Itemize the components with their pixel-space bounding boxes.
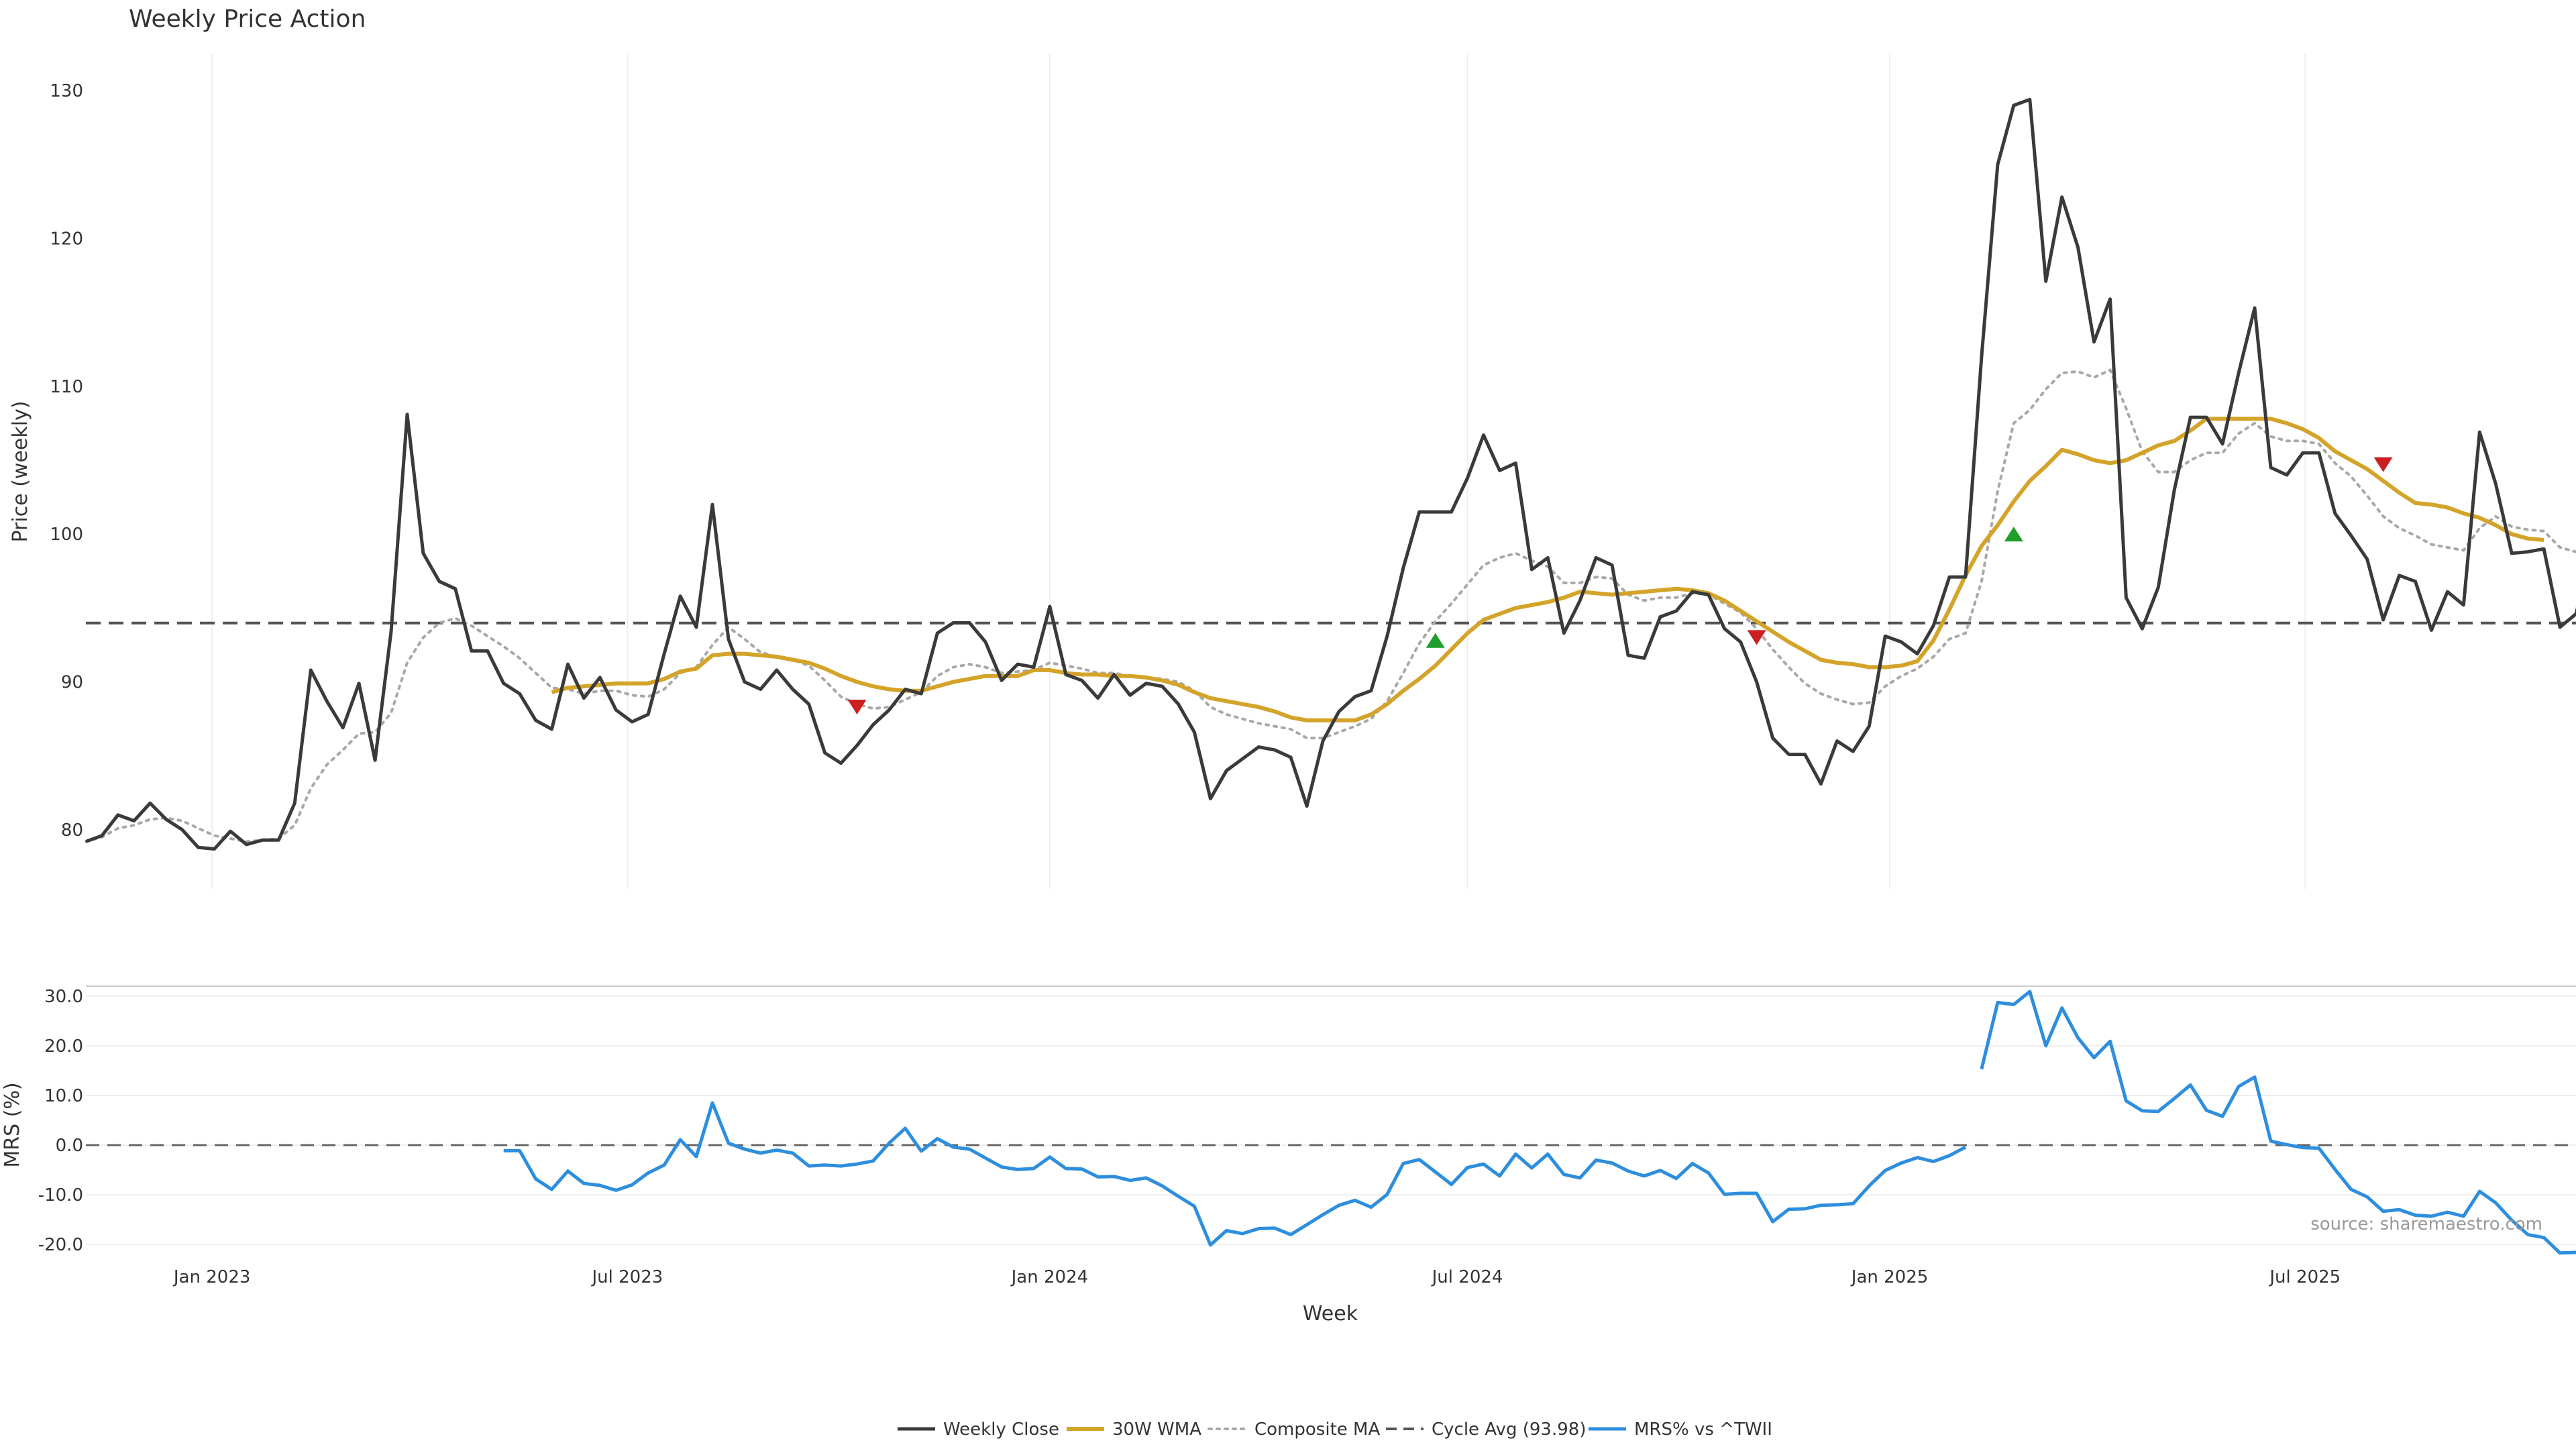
mrs-y-tick-label: 20.0 (44, 1036, 83, 1057)
price-y-tick-label: 110 (50, 377, 83, 397)
mrs-y-tick-label: 10.0 (44, 1086, 83, 1106)
wma-30w-line (551, 417, 2544, 722)
price-y-tick-label: 80 (61, 820, 83, 841)
mrs-panel: -20.0 -10.0 0.0 10.0 20.0 30.0 (38, 985, 2576, 1255)
legend: Weekly Close 30W WMA Composite MA Cycle … (898, 1419, 1772, 1440)
price-y-tick-label: 130 (50, 81, 83, 101)
svg-text:Cycle Avg (93.98): Cycle Avg (93.98) (1432, 1419, 1586, 1440)
sell-signal-marker (2373, 457, 2393, 472)
signal-markers (847, 457, 2393, 714)
legend-item-composite-ma: Composite MA (1208, 1419, 1380, 1440)
mrs-y-tick-label: -10.0 (38, 1185, 83, 1205)
chart-title: Weekly Price Action (129, 5, 366, 33)
price-y-axis-label: Price (weekly) (9, 400, 32, 542)
x-tick-label: Jul 2024 (1431, 1267, 1503, 1287)
svg-text:Composite MA: Composite MA (1254, 1419, 1380, 1440)
legend-item-weekly-close: Weekly Close (898, 1419, 1059, 1440)
price-gridlines (211, 54, 2306, 889)
x-axis-ticks: Jan 2023 Jul 2023 Jan 2024 Jul 2024 Jan 2025… (172, 1267, 2341, 1287)
sell-signal-marker (847, 699, 867, 714)
x-tick-label: Jul 2023 (590, 1267, 663, 1287)
buy-signal-marker (1426, 633, 1445, 648)
legend-item-30w-wma: 30W WMA (1067, 1419, 1201, 1440)
mrs-y-tick-label: 30.0 (44, 987, 83, 1007)
x-axis-label: Week (1303, 1302, 1358, 1326)
mrs-y-tick-label: 0.0 (56, 1136, 83, 1156)
composite-ma-line (85, 368, 2576, 843)
svg-text:Weekly Close: Weekly Close (943, 1419, 1059, 1440)
sell-signal-marker (1747, 630, 1766, 645)
mrs-y-ticks: -20.0 -10.0 0.0 10.0 20.0 30.0 (38, 987, 83, 1255)
legend-item-cycle-avg: Cycle Avg (93.98) (1386, 1419, 1586, 1440)
x-tick-label: Jul 2025 (2268, 1267, 2341, 1287)
mrs-line (503, 989, 2576, 1255)
weekly-close-line (85, 97, 2576, 851)
source-note: source: sharemaestro.com (2310, 1214, 2542, 1234)
legend-item-mrs: MRS% vs ^TWII (1589, 1419, 1772, 1440)
price-y-ticks: 80 90 100 110 120 130 (50, 81, 83, 841)
svg-text:MRS% vs ^TWII: MRS% vs ^TWII (1634, 1419, 1772, 1440)
price-y-tick-label: 90 (61, 673, 83, 693)
price-y-tick-label: 100 (50, 525, 83, 545)
price-y-tick-label: 120 (50, 229, 83, 249)
x-tick-label: Jan 2024 (1010, 1267, 1089, 1287)
mrs-gridlines (86, 995, 2576, 1246)
mrs-y-axis-label: MRS (%) (1, 1082, 24, 1167)
x-tick-label: Jan 2023 (172, 1267, 251, 1287)
buy-signal-marker (2004, 527, 2023, 542)
x-tick-label: Jan 2025 (1850, 1267, 1929, 1287)
price-panel: 80 90 100 110 120 130 (50, 54, 2576, 889)
mrs-y-tick-label: -20.0 (38, 1235, 83, 1255)
svg-text:30W WMA: 30W WMA (1112, 1419, 1201, 1440)
